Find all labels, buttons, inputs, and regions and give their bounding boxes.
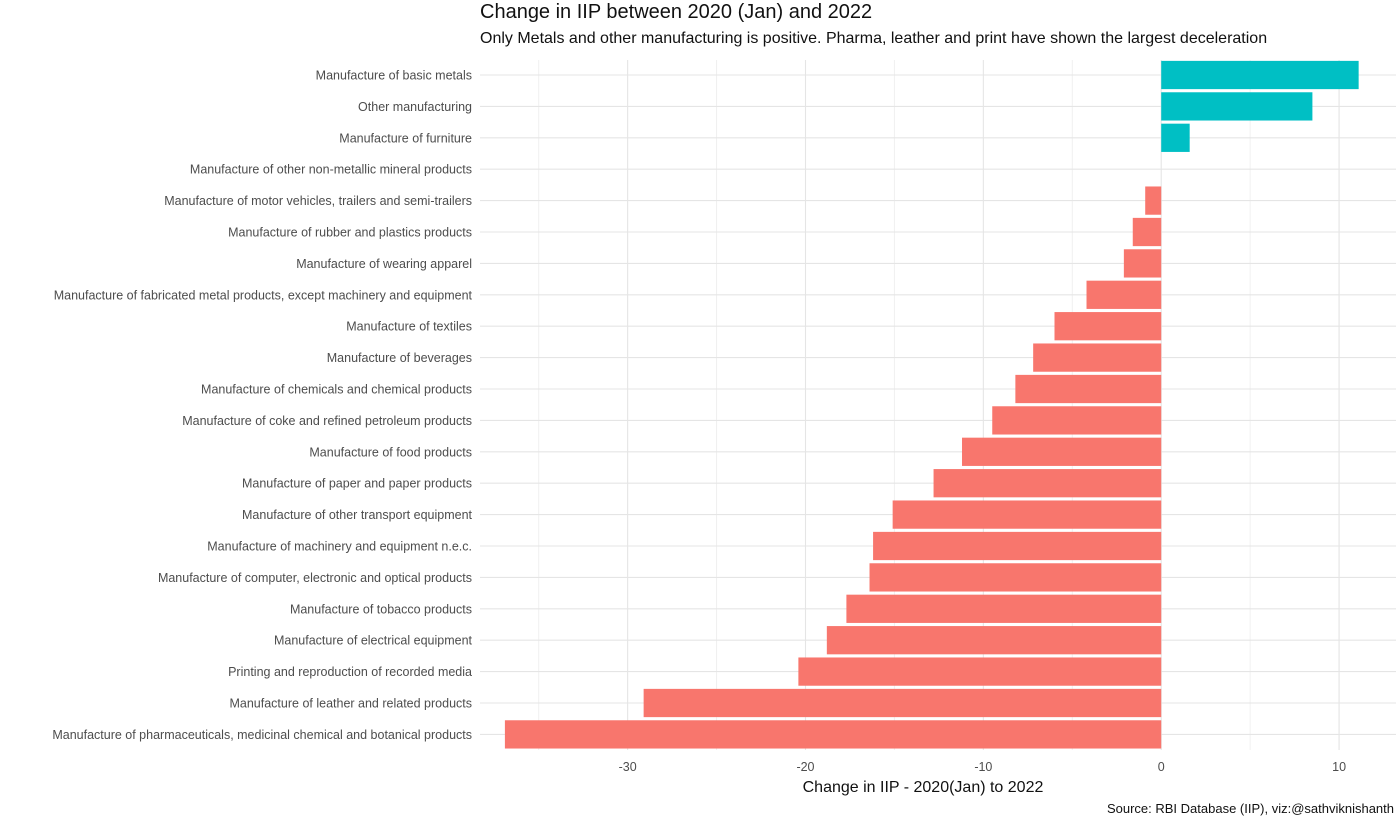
category-label: Manufacture of coke and refined petroleu… bbox=[182, 414, 472, 428]
bar bbox=[1086, 280, 1162, 309]
category-label: Manufacture of chemicals and chemical pr… bbox=[201, 383, 472, 397]
bar bbox=[1033, 343, 1162, 372]
bar bbox=[1132, 217, 1162, 247]
bar bbox=[873, 531, 1162, 561]
x-tick-label: 10 bbox=[1332, 760, 1346, 774]
x-tick-label: 0 bbox=[1158, 760, 1165, 774]
category-label: Manufacture of electrical equipment bbox=[274, 634, 473, 648]
bar bbox=[1145, 186, 1162, 215]
category-label: Manufacture of furniture bbox=[339, 131, 472, 145]
bar bbox=[1161, 92, 1313, 121]
category-label: Manufacture of wearing apparel bbox=[296, 257, 472, 271]
bar bbox=[643, 688, 1162, 718]
category-label: Manufacture of paper and paper products bbox=[242, 477, 472, 491]
x-axis-title: Change in IIP - 2020(Jan) to 2022 bbox=[803, 779, 1044, 796]
category-label: Manufacture of fabricated metal products… bbox=[54, 288, 473, 302]
bar bbox=[798, 657, 1162, 686]
x-tick-label: -20 bbox=[796, 760, 814, 774]
category-label: Manufacture of pharmaceuticals, medicina… bbox=[52, 728, 472, 742]
category-label: Manufacture of beverages bbox=[327, 351, 472, 365]
bar bbox=[1054, 312, 1162, 341]
category-label: Manufacture of machinery and equipment n… bbox=[207, 540, 472, 554]
category-label: Manufacture of other transport equipment bbox=[242, 508, 473, 522]
bar bbox=[1161, 60, 1359, 90]
chart-title: Change in IIP between 2020 (Jan) and 202… bbox=[480, 1, 873, 23]
category-label: Manufacture of motor vehicles, trailers … bbox=[164, 194, 472, 208]
bar bbox=[826, 626, 1162, 655]
bar bbox=[1015, 374, 1162, 404]
category-label: Manufacture of rubber and plastics produ… bbox=[228, 226, 472, 240]
x-tick-label: -30 bbox=[619, 760, 637, 774]
x-tick-labels: -30 -20 -10 0 10 bbox=[619, 760, 1346, 774]
bar bbox=[1123, 249, 1162, 278]
category-label: Other manufacturing bbox=[358, 100, 472, 114]
category-label: Manufacture of computer, electronic and … bbox=[158, 571, 472, 585]
bar bbox=[892, 500, 1162, 529]
category-label: Manufacture of food products bbox=[309, 445, 472, 459]
bar bbox=[992, 406, 1162, 435]
bar bbox=[1161, 123, 1190, 152]
bar bbox=[504, 720, 1162, 749]
bar bbox=[962, 437, 1162, 466]
chart-caption: Source: RBI Database (IIP), viz:@sathvik… bbox=[1106, 801, 1394, 816]
category-label: Manufacture of leather and related produ… bbox=[229, 697, 472, 711]
category-labels: Manufacture of basic metals Other manufac… bbox=[52, 69, 472, 742]
bar bbox=[846, 594, 1162, 623]
category-label: Manufacture of tobacco products bbox=[290, 602, 472, 616]
category-label: Manufacture of other non-metallic minera… bbox=[190, 163, 472, 177]
bars bbox=[504, 60, 1359, 749]
x-tick-label: -10 bbox=[974, 760, 992, 774]
category-label: Manufacture of textiles bbox=[346, 320, 472, 334]
category-label: Printing and reproduction of recorded me… bbox=[228, 665, 472, 679]
chart-subtitle: Only Metals and other manufacturing is p… bbox=[480, 30, 1268, 47]
category-label: Manufacture of basic metals bbox=[316, 69, 472, 83]
bar bbox=[869, 563, 1162, 592]
bar bbox=[933, 469, 1162, 498]
